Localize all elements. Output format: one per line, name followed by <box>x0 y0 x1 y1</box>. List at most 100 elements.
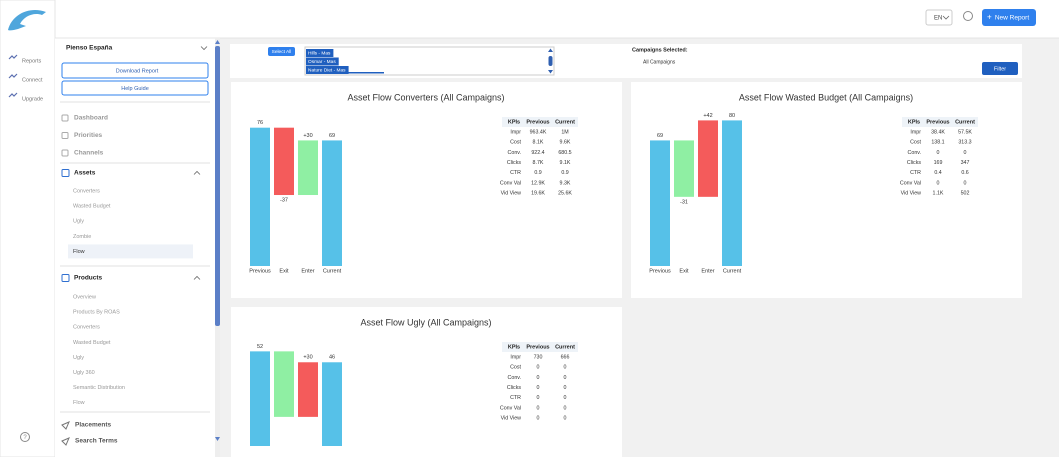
bar <box>274 351 294 417</box>
new-report-button[interactable] <box>982 9 1036 26</box>
x-tick-label: Previous <box>249 268 271 274</box>
campaign-option[interactable]: Hills - Mas <box>308 50 331 56</box>
x-tick-label: Exit <box>679 268 689 274</box>
filter-button[interactable] <box>982 62 1018 75</box>
bar <box>322 362 342 446</box>
bar-label: 52 <box>257 344 263 350</box>
table-cell: 57.5K <box>958 129 972 135</box>
table-cell: 0 <box>537 395 540 401</box>
download-button[interactable] <box>61 62 209 79</box>
bar <box>298 140 318 196</box>
section-title[interactable]: Assets <box>74 170 96 177</box>
table-cell: Cost <box>510 365 521 371</box>
nav-item[interactable]: Reports <box>22 58 42 64</box>
scrollbar-thumb[interactable] <box>215 46 220 326</box>
table-header-bg <box>502 342 578 352</box>
x-tick-label: Exit <box>279 268 289 274</box>
help-icon[interactable] <box>20 432 30 442</box>
nav-icon <box>8 54 18 60</box>
table-header: Previous <box>926 119 949 125</box>
table-cell: 0 <box>937 180 940 186</box>
submenu-item[interactable]: Ugly <box>73 219 84 225</box>
bar <box>298 362 318 417</box>
table-cell: Conv Val <box>900 180 921 186</box>
table-header-bg <box>902 117 978 127</box>
submenu-item[interactable]: Flow <box>73 249 85 255</box>
table-header: Previous <box>526 344 549 350</box>
table-cell: 0 <box>564 385 567 391</box>
submenu-item[interactable]: Wasted Budget <box>73 204 111 210</box>
submenu-item[interactable]: Wasted Budget <box>73 340 111 346</box>
list-underline <box>306 72 384 74</box>
table-cell: 9.6K <box>560 140 571 146</box>
bar-label: 76 <box>257 120 263 126</box>
x-tick-label: Enter <box>301 268 314 274</box>
language: EN <box>934 16 942 22</box>
bar <box>698 120 718 197</box>
campaign-option[interactable]: Osmar - Mas <box>308 59 336 65</box>
table-cell: 0.4 <box>934 170 941 176</box>
campaign-option[interactable]: Nature Diet - Mas <box>308 67 346 73</box>
table-cell: 922.4 <box>531 150 544 156</box>
bar-label: -31 <box>680 199 688 205</box>
table-header: KPIs <box>508 119 520 125</box>
menu-item[interactable]: Placements <box>75 422 112 429</box>
menu-item[interactable]: Search Terms <box>75 438 118 445</box>
submenu-item[interactable]: Overview <box>73 294 96 300</box>
table-header: Current <box>955 119 975 125</box>
logo[interactable] <box>8 10 46 31</box>
select-all-label: Select All <box>272 49 292 55</box>
campaigns-selected-label: Campaigns Selected: <box>632 47 688 53</box>
table-cell: 0 <box>537 385 540 391</box>
submenu-item[interactable]: Ugly 360 <box>73 370 95 376</box>
location-icon[interactable] <box>963 11 973 21</box>
chart-title: Asset Flow Ugly (All Campaigns) <box>360 317 491 327</box>
account-name[interactable]: Pienso España <box>66 45 113 52</box>
list-scroll-thumb <box>548 56 553 66</box>
campaign-highlight <box>306 66 349 74</box>
section-title[interactable]: Products <box>74 275 103 282</box>
help-label: Help Guide <box>121 86 149 92</box>
help-button[interactable] <box>61 80 209 96</box>
submenu-item[interactable]: Zombie <box>73 234 91 240</box>
submenu-item[interactable]: Semantic Distribution <box>73 385 125 391</box>
submenu-item[interactable]: Products By ROAS <box>73 310 120 316</box>
submenu-item[interactable]: Converters <box>73 188 100 194</box>
bar <box>250 127 270 267</box>
table-cell: Impr <box>510 354 521 360</box>
table-cell: 0 <box>564 405 567 411</box>
bar-label: 69 <box>329 133 335 139</box>
bar <box>650 140 670 266</box>
x-tick-label: Previous <box>649 268 671 274</box>
table-cell: 8.7K <box>533 160 544 166</box>
help-icon-mark: ? <box>23 435 27 441</box>
language-select[interactable] <box>925 9 953 26</box>
nav-item[interactable]: Upgrade <box>22 96 43 102</box>
bar <box>322 140 342 266</box>
x-tick-label: Enter <box>701 268 714 274</box>
table-cell: 0 <box>564 365 567 371</box>
table-cell: Clicks <box>907 160 921 166</box>
menu-icon <box>61 114 69 122</box>
table-cell: 502 <box>961 191 970 197</box>
select-all-button[interactable] <box>268 47 295 56</box>
x-tick-label: Current <box>323 268 342 274</box>
table-header: Current <box>555 344 575 350</box>
submenu-item[interactable]: Ugly <box>73 355 84 361</box>
menu-item[interactable]: Priorities <box>74 132 103 139</box>
menu-item[interactable]: Channels <box>74 150 104 157</box>
table-cell: Conv. <box>908 150 921 156</box>
menu-item[interactable]: Dashboard <box>74 115 108 122</box>
table-header: KPIs <box>508 344 520 350</box>
table-cell: 8.1K <box>533 140 544 146</box>
nav-rail <box>0 0 56 457</box>
submenu-item[interactable]: Converters <box>73 325 100 331</box>
table-header: Previous <box>526 119 549 125</box>
table-cell: 0 <box>564 375 567 381</box>
nav-item[interactable]: Connect <box>22 77 43 83</box>
campaign-highlight <box>306 49 334 57</box>
table-cell: 0 <box>537 405 540 411</box>
section-icon <box>61 274 70 282</box>
submenu-item[interactable]: Flow <box>73 400 85 406</box>
